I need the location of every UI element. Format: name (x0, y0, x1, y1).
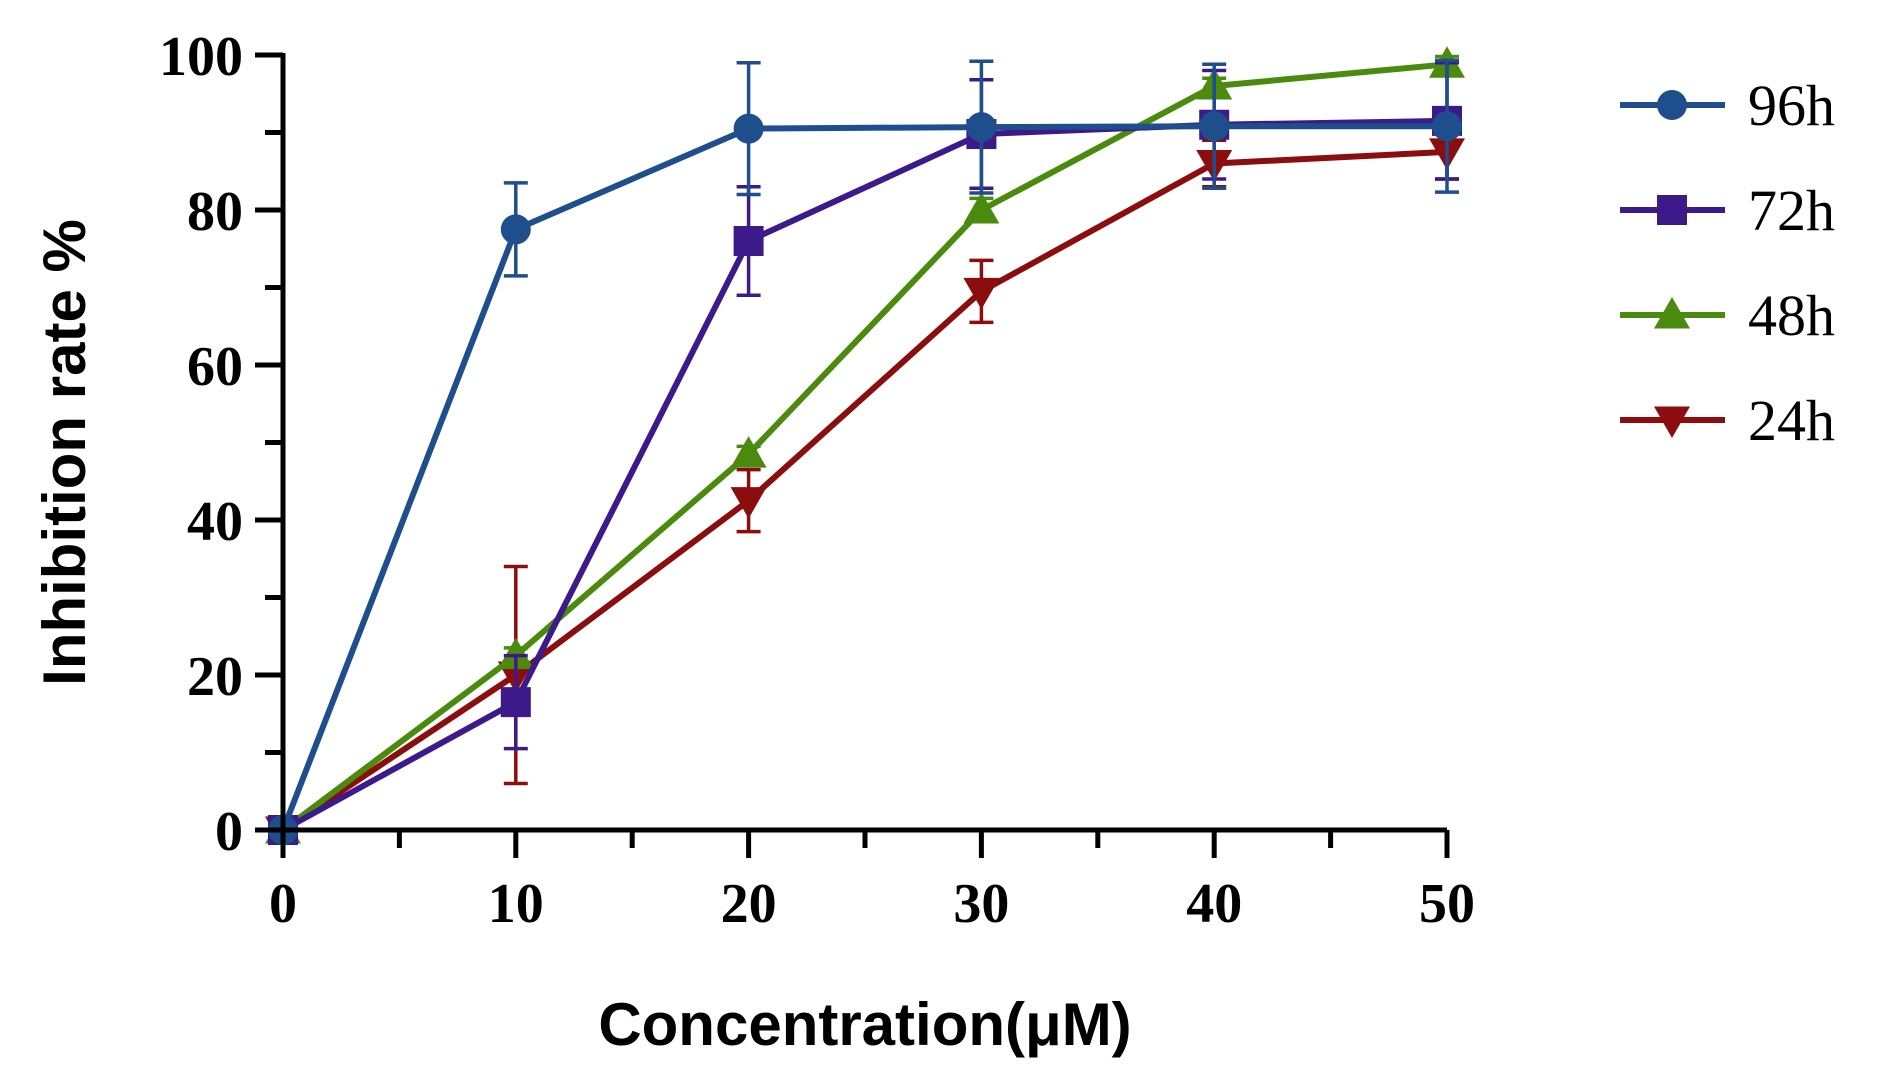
legend-label-48h: 48h (1748, 283, 1835, 348)
series-line-24h (281, 148, 1448, 833)
plot-area (265, 46, 1465, 848)
legend-marker-48h (1654, 297, 1690, 329)
legend-marker-72h (1657, 195, 1687, 225)
data-point-72h (733, 226, 764, 256)
data-point-48h (497, 637, 534, 670)
y-axis-title: Inhibition rate % (31, 219, 98, 686)
x-tick-label: 40 (1186, 873, 1242, 935)
x-tick-label: 20 (721, 873, 777, 935)
axes: 0 10 20 30 40 50 0 20 40 60 80 100 (159, 26, 1475, 935)
data-point-48h (730, 436, 767, 468)
data-point-96h (966, 112, 997, 143)
legend-label-72h: 72h (1748, 178, 1835, 243)
y-tick-label: 100 (159, 26, 243, 88)
legend-marker-24h (1654, 406, 1690, 438)
series-line-48h (281, 61, 1448, 833)
y-tick-label: 40 (187, 491, 243, 553)
y-tick-label: 0 (215, 801, 243, 863)
series-line-72h (281, 117, 1448, 833)
legend-item-24h: 24h (1620, 388, 1835, 453)
y-tick-label: 60 (187, 336, 243, 398)
legend-label-24h: 24h (1748, 388, 1835, 453)
x-axis-title: Concentration(μM) (598, 991, 1131, 1058)
data-point-24h (730, 487, 767, 519)
x-tick-label: 30 (953, 873, 1009, 935)
series-96h (268, 58, 1462, 845)
legend-item-96h: 96h (1620, 73, 1835, 138)
legend-item-72h: 72h (1620, 178, 1835, 243)
series-72h (268, 61, 1462, 845)
data-point-24h (963, 277, 1000, 310)
series-line-96h (280, 123, 1447, 832)
legend: 96h 72h 48h 24h (1620, 73, 1835, 453)
y-tick-label: 80 (187, 181, 243, 243)
x-tick-label: 50 (1419, 873, 1475, 935)
data-point-72h (500, 687, 531, 718)
x-tick-label: 0 (269, 873, 297, 935)
data-point-96h (733, 113, 764, 144)
y-tick-label: 20 (187, 646, 243, 708)
data-point-96h (1432, 111, 1462, 142)
legend-item-48h: 48h (1620, 283, 1835, 348)
data-point-96h (1199, 111, 1230, 142)
data-point-48h (963, 192, 1000, 224)
data-point-96h (500, 214, 531, 245)
legend-marker-96h (1657, 90, 1687, 120)
legend-label-96h: 96h (1748, 73, 1835, 138)
x-tick-label: 10 (488, 873, 544, 935)
